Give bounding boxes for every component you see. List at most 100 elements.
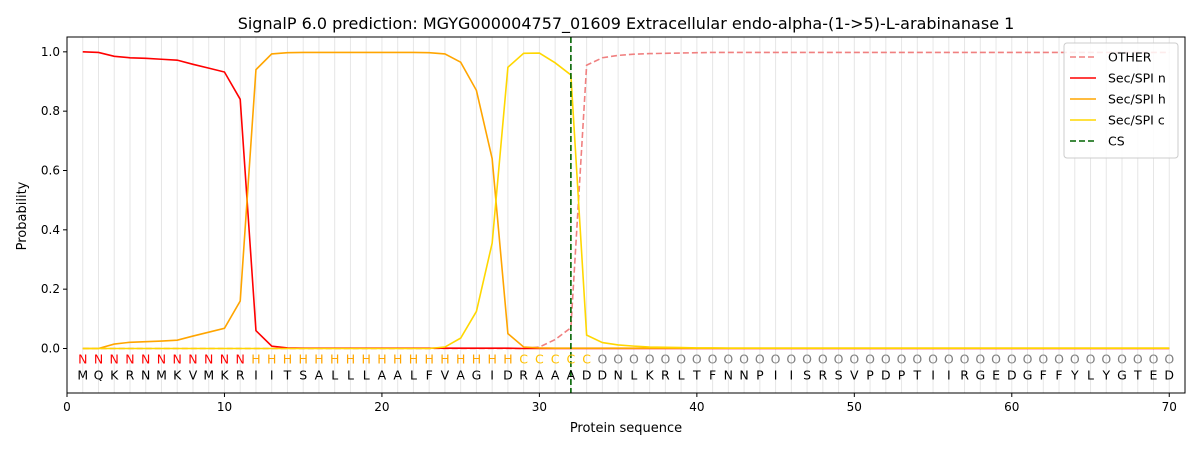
region-label-letter: O	[660, 351, 670, 366]
region-label-letter: O	[613, 351, 623, 366]
residue-letter: I	[254, 368, 258, 383]
axes-frame	[66, 36, 1186, 394]
region-label-letter: N	[236, 351, 245, 366]
residue-letter: A	[567, 368, 576, 383]
legend-label: Sec/SPI h	[1108, 92, 1166, 107]
region-label-letter: O	[928, 351, 938, 366]
y-tick-label: 0.8	[41, 104, 60, 118]
residue-letter: N	[141, 368, 150, 383]
x-tick-label: 20	[374, 400, 389, 414]
region-label-letter: O	[1070, 351, 1080, 366]
y-axis-label: Probability	[15, 181, 30, 250]
region-label-letter: N	[173, 351, 182, 366]
region-label-letter: H	[503, 351, 512, 366]
y-tick-label: 0.0	[41, 342, 60, 356]
region-label-letter: C	[567, 351, 576, 366]
region-label-letter: O	[676, 351, 686, 366]
region-label-letter: O	[1164, 351, 1174, 366]
y-tick-label: 0.6	[41, 164, 60, 178]
region-label-letter: O	[818, 351, 828, 366]
residue-letter: I	[789, 368, 793, 383]
region-label-letter: O	[897, 351, 907, 366]
region-label-letter: O	[692, 351, 702, 366]
residue-letter: G	[1117, 368, 1127, 383]
region-label-letter: H	[298, 351, 307, 366]
residue-letter: T	[1133, 368, 1142, 383]
y-tick-label: 0.2	[41, 282, 60, 296]
x-tick-label: 10	[217, 400, 232, 414]
x-tick-label: 70	[1162, 400, 1177, 414]
residue-letter: N	[724, 368, 733, 383]
region-label-letter: O	[1149, 351, 1159, 366]
residue-letter: D	[881, 368, 891, 383]
region-label-letter: H	[251, 351, 260, 366]
series-line-sec-spi-h	[82, 51, 1170, 350]
x-axis-label: Protein sequence	[570, 421, 682, 436]
legend-label: Sec/SPI n	[1108, 71, 1166, 86]
residue-letter: L	[630, 368, 637, 383]
region-label-letter: O	[786, 351, 796, 366]
region-label-letter: N	[220, 351, 229, 366]
region-label-letter: H	[424, 351, 433, 366]
legend: OTHER Sec/SPI n Sec/SPI h Sec/SPI c CS	[1063, 42, 1179, 159]
residue-letter: M	[77, 368, 88, 383]
residue-letter: F	[426, 368, 433, 383]
residue-letter: A	[535, 368, 544, 383]
region-label-letter: O	[629, 351, 639, 366]
region-label-letter: O	[1007, 351, 1017, 366]
residue-letter: K	[110, 368, 119, 383]
y-tick-label: 1.0	[41, 45, 60, 59]
residue-letter: P	[756, 368, 764, 383]
legend-label: Sec/SPI c	[1108, 113, 1165, 128]
residue-letter: P	[866, 368, 874, 383]
region-label-letter: O	[1086, 351, 1096, 366]
residue-letter: R	[960, 368, 969, 383]
region-label-letter: O	[739, 351, 749, 366]
series-line-sec-spi-c	[82, 52, 1170, 350]
region-label-letter: O	[834, 351, 844, 366]
region-label-letter: O	[975, 351, 985, 366]
residue-letter: S	[835, 368, 843, 383]
residue-letter: G	[975, 368, 985, 383]
residue-letter: F	[1055, 368, 1062, 383]
region-label-letter: O	[881, 351, 891, 366]
legend-label: CS	[1108, 134, 1125, 149]
residue-letter: A	[315, 368, 324, 383]
residue-letter: Y	[1070, 368, 1079, 383]
region-label-letter: H	[440, 351, 449, 366]
residue-letter: R	[519, 368, 528, 383]
region-label-letter: H	[346, 351, 355, 366]
residue-letter: K	[173, 368, 182, 383]
residue-letter: F	[709, 368, 716, 383]
region-label-letter: H	[330, 351, 339, 366]
region-label-letter: H	[283, 351, 292, 366]
x-tick-label: 50	[847, 400, 862, 414]
region-label-letter: H	[267, 351, 276, 366]
region-label-letter: O	[723, 351, 733, 366]
residue-letter: L	[410, 368, 417, 383]
region-label-letter: N	[141, 351, 150, 366]
region-label-letter: O	[1054, 351, 1064, 366]
residue-letter: D	[582, 368, 592, 383]
series-line-other	[82, 51, 1170, 350]
region-label-letter: O	[755, 351, 765, 366]
residue-letter: I	[270, 368, 274, 383]
chart-title: SignalP 6.0 prediction: MGYG000004757_01…	[238, 14, 1015, 34]
region-label-letter: H	[487, 351, 496, 366]
residue-letter: E	[992, 368, 1000, 383]
region-label-letter: N	[125, 351, 134, 366]
residue-letter: D	[503, 368, 513, 383]
legend-box	[1063, 42, 1179, 159]
residue-letter: A	[456, 368, 465, 383]
region-label-letter: N	[157, 351, 166, 366]
region-label-letter: O	[645, 351, 655, 366]
region-label-letter: H	[361, 351, 370, 366]
residue-letter: M	[203, 368, 214, 383]
region-label-letter: O	[912, 351, 922, 366]
region-label-letter: O	[802, 351, 812, 366]
region-label-letter: N	[94, 351, 103, 366]
residue-letter: Y	[1101, 368, 1110, 383]
residue-letter: T	[692, 368, 701, 383]
residue-letter: K	[220, 368, 229, 383]
